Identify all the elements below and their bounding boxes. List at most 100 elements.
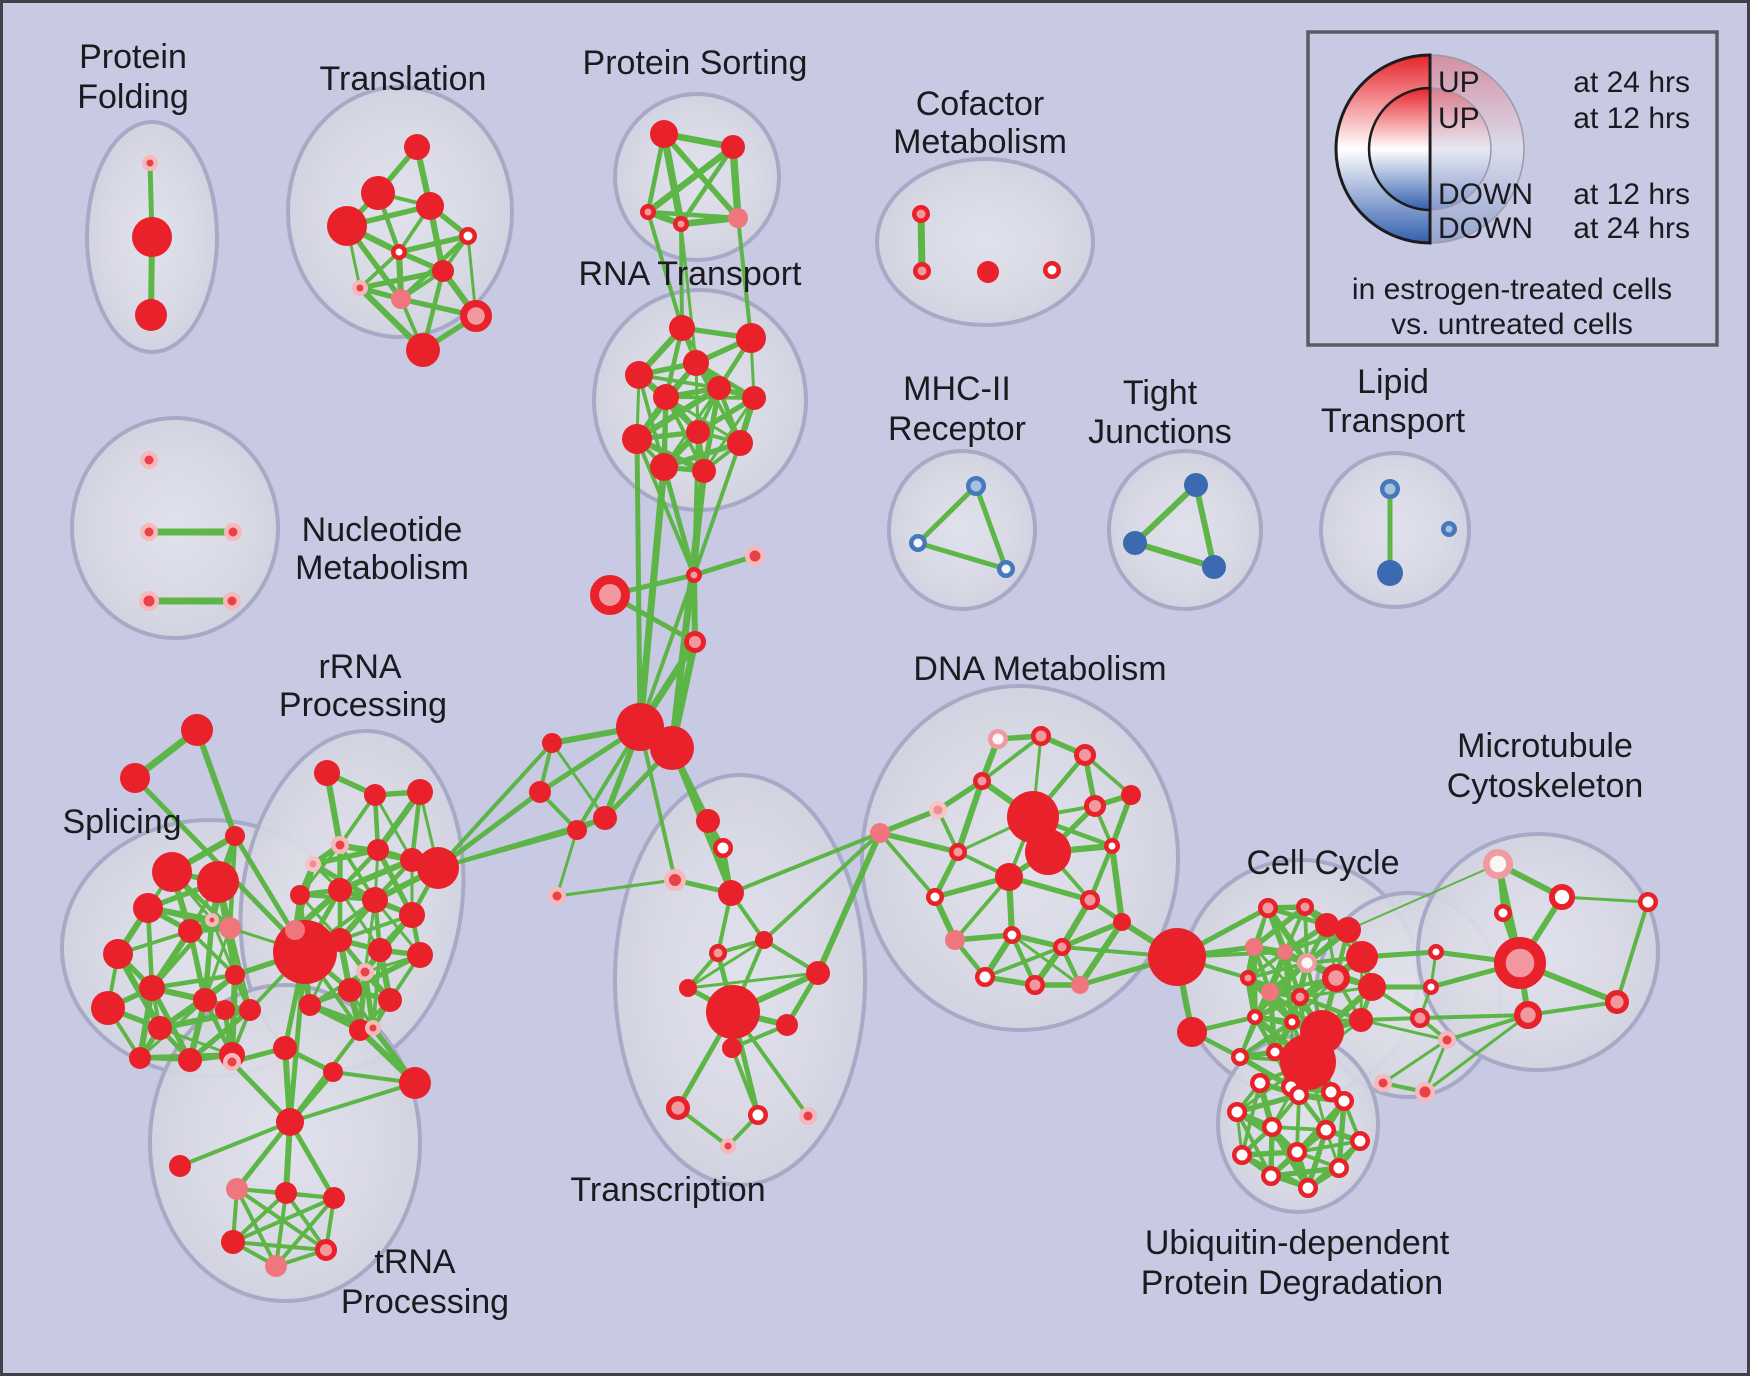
network-node[interactable] — [391, 244, 407, 260]
network-node[interactable] — [650, 120, 678, 148]
network-node[interactable] — [1266, 1043, 1284, 1061]
network-node[interactable] — [706, 985, 760, 1039]
network-node[interactable] — [91, 991, 125, 1025]
network-node[interactable] — [1071, 976, 1089, 994]
network-node[interactable] — [103, 939, 133, 969]
network-node[interactable] — [1322, 964, 1351, 993]
network-node[interactable] — [1349, 1008, 1373, 1032]
network-node[interactable] — [722, 1038, 742, 1058]
network-node[interactable] — [1287, 1142, 1307, 1162]
network-node[interactable] — [1482, 848, 1514, 880]
network-node[interactable] — [995, 863, 1023, 891]
network-node[interactable] — [973, 772, 991, 790]
network-node[interactable] — [275, 1182, 297, 1204]
network-node[interactable] — [226, 1178, 248, 1200]
network-node[interactable] — [197, 861, 239, 903]
network-node[interactable] — [391, 289, 411, 309]
network-node[interactable] — [323, 1187, 345, 1209]
network-node[interactable] — [225, 826, 245, 846]
network-node[interactable] — [148, 1016, 172, 1040]
network-node[interactable] — [432, 260, 454, 282]
network-node[interactable] — [1123, 531, 1147, 555]
network-node[interactable] — [745, 546, 765, 566]
network-node[interactable] — [776, 1014, 798, 1036]
network-node[interactable] — [1604, 990, 1629, 1015]
network-node[interactable] — [331, 836, 349, 854]
network-node[interactable] — [407, 779, 433, 805]
network-node[interactable] — [728, 208, 748, 228]
network-node[interactable] — [459, 227, 477, 245]
network-node[interactable] — [1261, 983, 1279, 1001]
network-node[interactable] — [625, 361, 653, 389]
network-node[interactable] — [1346, 941, 1378, 973]
network-node[interactable] — [707, 376, 731, 400]
network-node[interactable] — [1298, 1178, 1318, 1198]
network-node[interactable] — [806, 961, 830, 985]
network-node[interactable] — [1321, 1082, 1341, 1102]
network-node[interactable] — [748, 1105, 768, 1125]
network-node[interactable] — [135, 299, 167, 331]
network-node[interactable] — [1231, 1048, 1249, 1066]
network-node[interactable] — [367, 839, 389, 861]
network-node[interactable] — [666, 1095, 691, 1120]
network-node[interactable] — [276, 1108, 304, 1136]
network-node[interactable] — [314, 760, 340, 786]
network-node[interactable] — [1202, 555, 1226, 579]
network-node[interactable] — [1232, 1145, 1252, 1165]
network-node[interactable] — [1284, 1014, 1300, 1030]
network-node[interactable] — [1377, 560, 1403, 586]
network-node[interactable] — [1053, 938, 1071, 956]
network-node[interactable] — [1247, 1009, 1263, 1025]
network-node[interactable] — [328, 928, 352, 952]
network-node[interactable] — [1261, 1166, 1281, 1186]
network-node[interactable] — [399, 1067, 431, 1099]
network-node[interactable] — [225, 965, 245, 985]
network-node[interactable] — [1638, 892, 1658, 912]
network-node[interactable] — [913, 262, 931, 280]
network-node[interactable] — [273, 1036, 297, 1060]
network-node[interactable] — [404, 134, 430, 160]
network-node[interactable] — [327, 206, 367, 246]
network-node[interactable] — [567, 820, 587, 840]
network-node[interactable] — [169, 1155, 191, 1177]
network-node[interactable] — [1073, 743, 1097, 767]
network-node[interactable] — [1335, 917, 1361, 943]
network-node[interactable] — [1423, 979, 1439, 995]
network-node[interactable] — [1297, 953, 1317, 973]
network-node[interactable] — [650, 453, 678, 481]
network-node[interactable] — [686, 567, 702, 583]
network-node[interactable] — [1494, 904, 1512, 922]
network-node[interactable] — [975, 967, 995, 987]
network-node[interactable] — [909, 534, 927, 552]
network-node[interactable] — [273, 920, 337, 984]
network-node[interactable] — [1043, 261, 1061, 279]
network-node[interactable] — [215, 1000, 235, 1020]
network-node[interactable] — [129, 1047, 151, 1069]
network-node[interactable] — [362, 887, 388, 913]
network-node[interactable] — [140, 451, 158, 469]
network-node[interactable] — [742, 386, 766, 410]
network-node[interactable] — [1113, 913, 1131, 931]
network-node[interactable] — [542, 733, 562, 753]
network-node[interactable] — [686, 420, 710, 444]
network-node[interactable] — [1025, 975, 1045, 995]
network-node[interactable] — [679, 979, 697, 997]
network-node[interactable] — [640, 204, 656, 220]
network-node[interactable] — [221, 1230, 245, 1254]
network-node[interactable] — [529, 781, 551, 803]
network-node[interactable] — [590, 575, 630, 615]
network-node[interactable] — [223, 592, 241, 610]
network-node[interactable] — [416, 192, 444, 220]
network-node[interactable] — [132, 217, 172, 257]
network-node[interactable] — [1003, 926, 1021, 944]
network-node[interactable] — [622, 424, 652, 454]
network-node[interactable] — [205, 913, 219, 927]
network-node[interactable] — [352, 280, 368, 296]
network-node[interactable] — [669, 315, 695, 341]
network-node[interactable] — [460, 300, 493, 333]
network-node[interactable] — [368, 938, 392, 962]
network-node[interactable] — [152, 852, 192, 892]
network-node[interactable] — [1240, 970, 1256, 986]
network-node[interactable] — [1358, 973, 1386, 1001]
network-node[interactable] — [407, 942, 433, 968]
